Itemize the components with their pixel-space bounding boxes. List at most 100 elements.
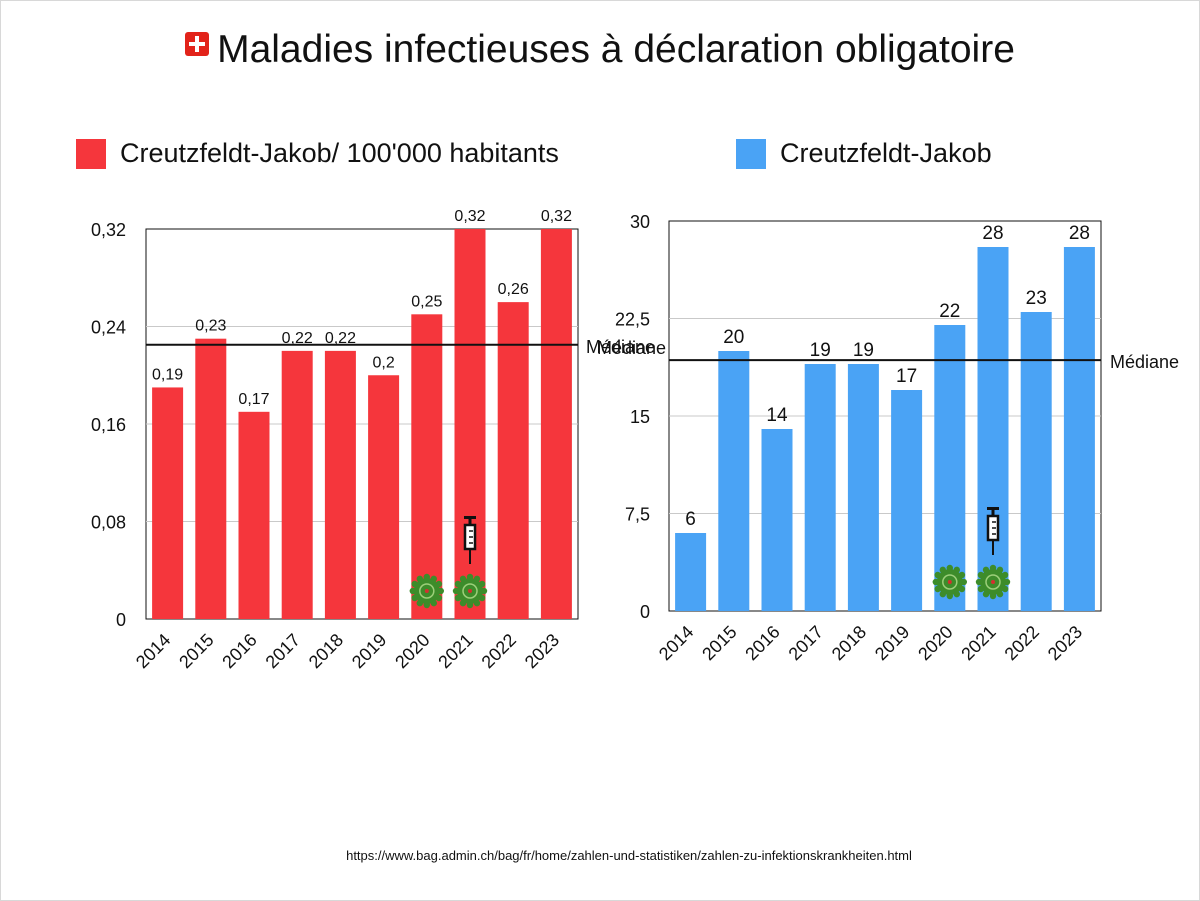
chart-0-virus-icon-ring (462, 583, 478, 599)
chart-0-value-label-2015: 0,23 (195, 318, 226, 335)
chart-1-bar-2022 (1020, 312, 1052, 611)
chart-1-virus-icon (932, 564, 967, 600)
legend-swatch-blue (736, 138, 766, 169)
chart-1-value-label-2021: 28 (982, 223, 1003, 244)
chart-1-xtick-label-2020: 2020 (914, 622, 956, 664)
chart-1-syringe-icon-plunger-cap (987, 507, 999, 510)
chart-1-bar-2021 (977, 247, 1009, 611)
chart-1-value-label-2014: 6 (685, 509, 696, 530)
chart-0-value-label-2014: 0,19 (152, 366, 183, 383)
chart-0-value-label-2022: 0,26 (498, 281, 529, 298)
chart-1-xtick-label-2019: 2019 (871, 622, 913, 664)
swiss-flag-icon (185, 32, 210, 56)
chart-1-syringe-icon-plunger-rod (991, 510, 995, 516)
chart-0-ytick-label: 0,16 (91, 415, 126, 435)
chart-0-xtick-label-2022: 2022 (478, 630, 520, 672)
chart-0-value-label-2018: 0,22 (325, 330, 356, 347)
chart-0-xtick-label-2017: 2017 (262, 630, 304, 672)
legend-label-left: Creutzfeldt-Jakob/ 100'000 habitants (120, 138, 559, 168)
chart-0-xtick-label-2014: 2014 (132, 630, 174, 672)
chart-0-value-label-2023: 0,32 (541, 208, 572, 225)
chart-1-ytick-label: 15 (630, 407, 650, 427)
chart-0-bar-2022 (497, 302, 529, 619)
chart-0-xtick-label-2023: 2023 (521, 630, 563, 672)
chart-1-median-label-left: Médiane (597, 338, 666, 358)
chart-1-xtick-label-2017: 2017 (785, 622, 827, 664)
chart-1-bar-2017 (804, 364, 836, 611)
chart-1-xtick-label-2014: 2014 (655, 622, 697, 664)
chart-0-xtick-label-2015: 2015 (175, 630, 217, 672)
chart-0-bar-2015 (195, 338, 227, 619)
chart-1-xtick-label-2015: 2015 (698, 622, 740, 664)
chart-1-syringe-icon (986, 507, 1000, 555)
chart-0-bar-2014 (152, 387, 184, 619)
chart-1-xtick-label-2022: 2022 (1001, 622, 1043, 664)
chart-1-bar-2019 (891, 390, 923, 611)
chart-0-virus-icon (409, 573, 444, 609)
page-title: Maladies infectieuses à déclaration obli… (0, 28, 1200, 72)
chart-1-virus-icon-ring (985, 574, 1001, 590)
chart-1-virus-icon-ring (942, 574, 958, 590)
chart-1-bar-2023 (1063, 247, 1095, 611)
page-title-text: Maladies infectieuses à déclaration obli… (217, 28, 1015, 71)
chart-0-ytick-label: 0,24 (91, 318, 126, 338)
chart-1-ytick-label: 7,5 (625, 505, 650, 525)
chart-0-median-label: Médiane (586, 337, 655, 357)
chart-0-virus-icon-ring (419, 583, 435, 599)
chart-1-bar-2015 (718, 351, 750, 611)
chart-0-bar-2016 (238, 411, 270, 619)
chart-0-syringe-icon-plunger-cap (464, 516, 476, 519)
chart-0-value-label-2017: 0,22 (282, 330, 313, 347)
chart-1-bar-2014 (675, 533, 707, 611)
legend-right: Creutzfeldt-Jakob (736, 138, 992, 169)
chart-0-xtick-label-2018: 2018 (305, 630, 347, 672)
chart-1-value-label-2019: 17 (896, 366, 917, 387)
chart-0-syringe-icon-plunger-rod (468, 519, 472, 525)
chart-1-value-label-2020: 22 (939, 301, 960, 322)
chart-1-xtick-label-2018: 2018 (828, 622, 870, 664)
chart-0-value-label-2019: 0,2 (372, 354, 394, 371)
chart-0-xtick-label-2016: 2016 (218, 630, 260, 672)
chart-0-virus-icon (452, 573, 488, 609)
chart-0-value-label-2021: 0,32 (454, 208, 485, 225)
chart-0-value-label-2016: 0,17 (238, 391, 269, 408)
chart-1-value-label-2018: 19 (853, 340, 874, 361)
chart-1-value-label-2022: 23 (1026, 288, 1047, 309)
chart-1-median-label: Médiane (1110, 352, 1179, 372)
chart-0-xtick-label-2019: 2019 (348, 630, 390, 672)
chart-1-xtick-label-2023: 2023 (1044, 622, 1086, 664)
chart-1-bar-2020 (934, 325, 966, 611)
chart-1-xtick-label-2021: 2021 (957, 622, 999, 664)
source-url: https://www.bag.admin.ch/bag/fr/home/zah… (346, 848, 912, 863)
chart-1-value-label-2016: 14 (766, 405, 788, 426)
chart-1-virus-icon (975, 564, 1011, 600)
legend-left: Creutzfeldt-Jakob/ 100'000 habitants (76, 138, 559, 169)
chart-0-xtick-label-2021: 2021 (434, 630, 476, 672)
chart-1-value-label-2017: 19 (810, 340, 831, 361)
legend-label-right: Creutzfeldt-Jakob (780, 138, 992, 168)
chart-1-value-label-2015: 20 (723, 327, 744, 348)
chart-1-ytick-label: 30 (630, 212, 650, 232)
chart-0-ytick-label: 0,32 (91, 220, 126, 240)
chart-0-syringe-icon (463, 516, 477, 564)
chart-0-virus-icon-core (424, 589, 429, 593)
chart-0-bar-2018 (324, 350, 356, 619)
chart-1-bar-2016 (761, 429, 793, 611)
chart-0-bar-2019 (368, 375, 400, 619)
chart-0-value-label-2020: 0,25 (411, 293, 442, 310)
chart-1-ytick-label: 22,5 (615, 310, 650, 330)
chart-0-xtick-label-2020: 2020 (391, 630, 433, 672)
chart-0-bar-2020 (411, 314, 443, 619)
chart-1-virus-icon-core (991, 580, 995, 584)
chart-0-bar-2017 (281, 350, 313, 619)
chart-1-ytick-label: 0 (640, 602, 650, 622)
legend-swatch-red (76, 138, 106, 169)
chart-1-bar-2018 (847, 364, 879, 611)
chart-0-ytick-label: 0 (116, 610, 126, 630)
chart-0-virus-icon-core (468, 589, 472, 593)
chart-0-bar-2023 (540, 229, 572, 619)
chart-1-xtick-label-2016: 2016 (741, 622, 783, 664)
chart-1-virus-icon-core (947, 580, 952, 584)
chart-1-value-label-2023: 28 (1069, 223, 1090, 244)
